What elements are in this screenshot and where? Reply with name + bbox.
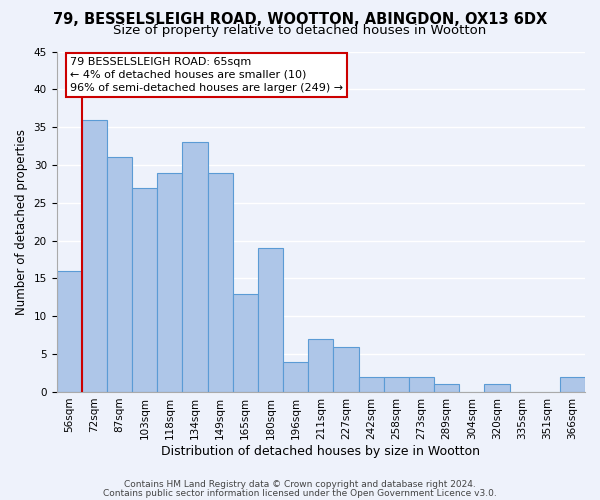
Bar	[334, 346, 359, 392]
Text: Contains HM Land Registry data © Crown copyright and database right 2024.: Contains HM Land Registry data © Crown c…	[124, 480, 476, 489]
Text: 79 BESSELSLEIGH ROAD: 65sqm
← 4% of detached houses are smaller (10)
96% of semi: 79 BESSELSLEIGH ROAD: 65sqm ← 4% of deta…	[70, 56, 343, 93]
Text: 79, BESSELSLEIGH ROAD, WOOTTON, ABINGDON, OX13 6DX: 79, BESSELSLEIGH ROAD, WOOTTON, ABINGDON…	[53, 12, 547, 28]
Bar	[258, 248, 283, 392]
X-axis label: Distribution of detached houses by size in Wootton: Distribution of detached houses by size …	[161, 444, 480, 458]
Bar	[208, 172, 233, 392]
Text: Contains public sector information licensed under the Open Government Licence v3: Contains public sector information licen…	[103, 488, 497, 498]
Bar	[383, 377, 409, 392]
Bar	[56, 271, 82, 392]
Bar	[107, 158, 132, 392]
Bar	[233, 294, 258, 392]
Bar	[283, 362, 308, 392]
Bar	[359, 377, 383, 392]
Bar	[182, 142, 208, 392]
Text: Size of property relative to detached houses in Wootton: Size of property relative to detached ho…	[113, 24, 487, 37]
Y-axis label: Number of detached properties: Number of detached properties	[15, 128, 28, 314]
Bar	[157, 172, 182, 392]
Bar	[82, 120, 107, 392]
Bar	[132, 188, 157, 392]
Bar	[560, 377, 585, 392]
Bar	[434, 384, 459, 392]
Bar	[484, 384, 509, 392]
Bar	[308, 339, 334, 392]
Bar	[409, 377, 434, 392]
